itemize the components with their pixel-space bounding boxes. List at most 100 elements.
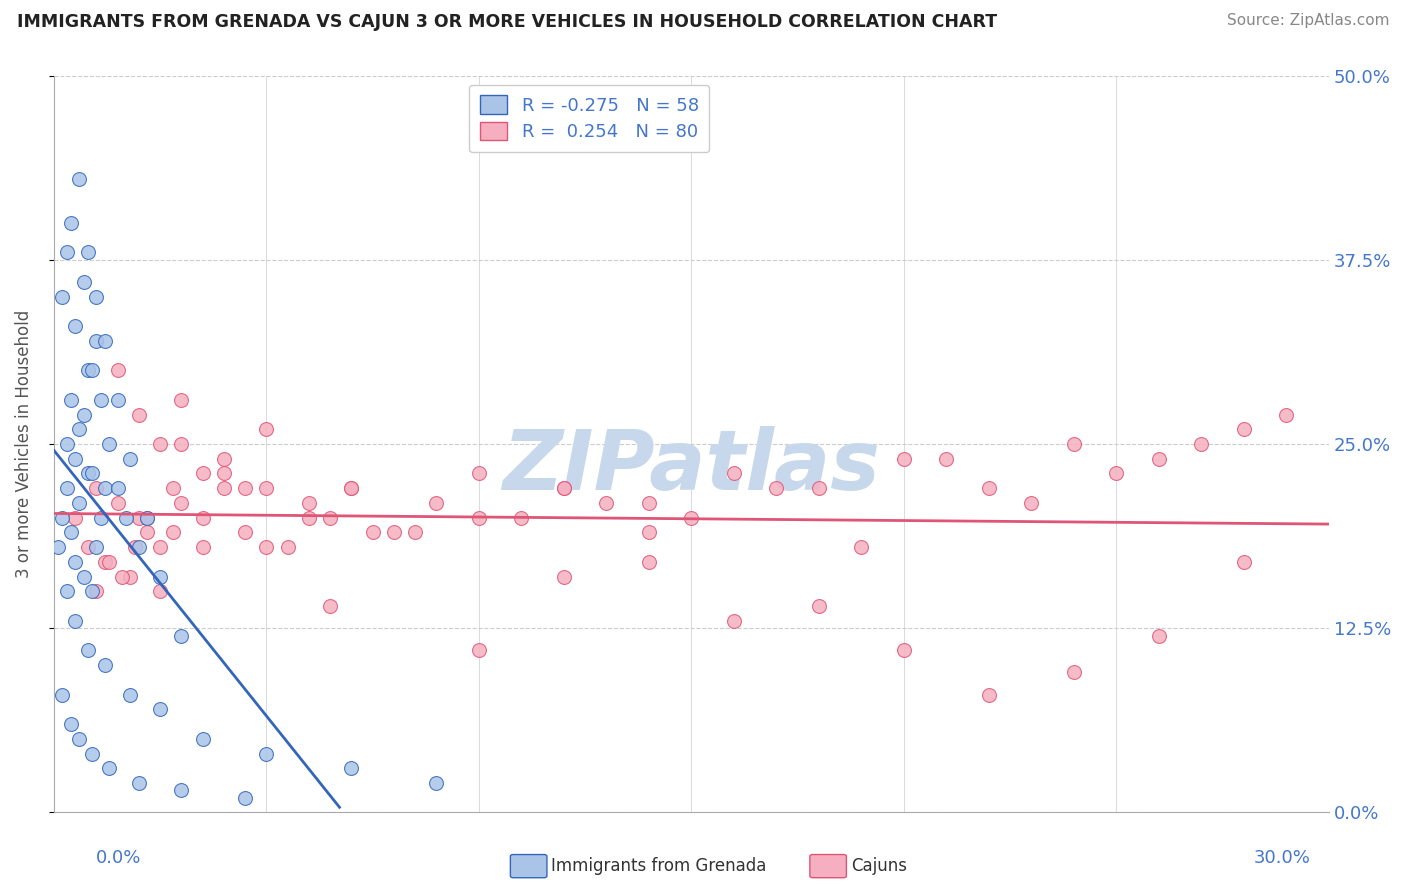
Point — [55, 481, 77, 495]
Point — [136, 510, 159, 524]
Point — [55, 584, 77, 599]
Point — [86, 481, 108, 495]
Point — [67, 496, 90, 510]
Point — [55, 437, 77, 451]
Point — [425, 496, 447, 510]
Point — [80, 363, 103, 377]
Point — [90, 510, 112, 524]
Point — [807, 481, 830, 495]
Point — [1233, 555, 1256, 569]
Point — [107, 392, 129, 407]
Point — [340, 761, 363, 775]
Point — [149, 540, 172, 554]
Point — [212, 467, 235, 481]
Point — [361, 525, 384, 540]
Point — [191, 731, 214, 746]
Point — [254, 747, 277, 761]
Text: ZIPatlas: ZIPatlas — [502, 425, 880, 507]
Point — [977, 688, 1000, 702]
Point — [765, 481, 787, 495]
Point — [212, 451, 235, 466]
Point — [681, 510, 703, 524]
Point — [277, 540, 299, 554]
Point — [553, 481, 575, 495]
Point — [1147, 629, 1170, 643]
Point — [510, 510, 533, 524]
Point — [51, 290, 73, 304]
Point — [86, 334, 108, 348]
Point — [807, 599, 830, 614]
Point — [553, 481, 575, 495]
Point — [170, 629, 193, 643]
Point — [1019, 496, 1042, 510]
Point — [637, 496, 659, 510]
Point — [63, 555, 86, 569]
Point — [76, 245, 98, 260]
Point — [723, 467, 745, 481]
Point — [59, 392, 82, 407]
Point — [1189, 437, 1212, 451]
Point — [851, 540, 873, 554]
Text: Source: ZipAtlas.com: Source: ZipAtlas.com — [1226, 13, 1389, 29]
Point — [72, 275, 94, 289]
Point — [111, 569, 134, 583]
Point — [149, 584, 172, 599]
Point — [59, 525, 82, 540]
Point — [107, 496, 129, 510]
Point — [76, 467, 98, 481]
Point — [136, 525, 159, 540]
Point — [51, 688, 73, 702]
Point — [67, 731, 90, 746]
Point — [98, 437, 121, 451]
Point — [1275, 408, 1298, 422]
Point — [319, 599, 342, 614]
Point — [1063, 665, 1085, 680]
Point — [72, 408, 94, 422]
Point — [191, 467, 214, 481]
Point — [59, 216, 82, 230]
Point — [468, 643, 491, 657]
Point — [128, 408, 150, 422]
Point — [637, 555, 659, 569]
Point — [120, 569, 142, 583]
Point — [233, 525, 256, 540]
Point — [212, 481, 235, 495]
Point — [468, 510, 491, 524]
Point — [107, 481, 129, 495]
Point — [94, 555, 117, 569]
Point — [162, 481, 184, 495]
Point — [233, 481, 256, 495]
Point — [86, 290, 108, 304]
Point — [80, 747, 103, 761]
Point — [319, 510, 342, 524]
Point — [637, 525, 659, 540]
Point — [63, 451, 86, 466]
Point — [94, 481, 117, 495]
Text: Immigrants from Grenada: Immigrants from Grenada — [551, 857, 766, 875]
Point — [191, 510, 214, 524]
Text: IMMIGRANTS FROM GRENADA VS CAJUN 3 OR MORE VEHICLES IN HOUSEHOLD CORRELATION CHA: IMMIGRANTS FROM GRENADA VS CAJUN 3 OR MO… — [17, 13, 997, 31]
Point — [136, 510, 159, 524]
Point — [553, 569, 575, 583]
Point — [63, 614, 86, 628]
Point — [67, 422, 90, 436]
Point — [254, 481, 277, 495]
Point — [1233, 422, 1256, 436]
Point — [1105, 467, 1128, 481]
Point — [977, 481, 1000, 495]
Point — [170, 496, 193, 510]
Point — [149, 437, 172, 451]
Point — [59, 717, 82, 731]
Point — [298, 496, 321, 510]
Legend: R = -0.275   N = 58, R =  0.254   N = 80: R = -0.275 N = 58, R = 0.254 N = 80 — [470, 85, 710, 153]
Point — [94, 658, 117, 673]
Point — [170, 783, 193, 797]
Point — [170, 392, 193, 407]
Point — [162, 525, 184, 540]
Point — [254, 422, 277, 436]
Point — [893, 643, 915, 657]
Point — [76, 363, 98, 377]
Point — [107, 363, 129, 377]
Text: Cajuns: Cajuns — [851, 857, 907, 875]
Point — [72, 569, 94, 583]
